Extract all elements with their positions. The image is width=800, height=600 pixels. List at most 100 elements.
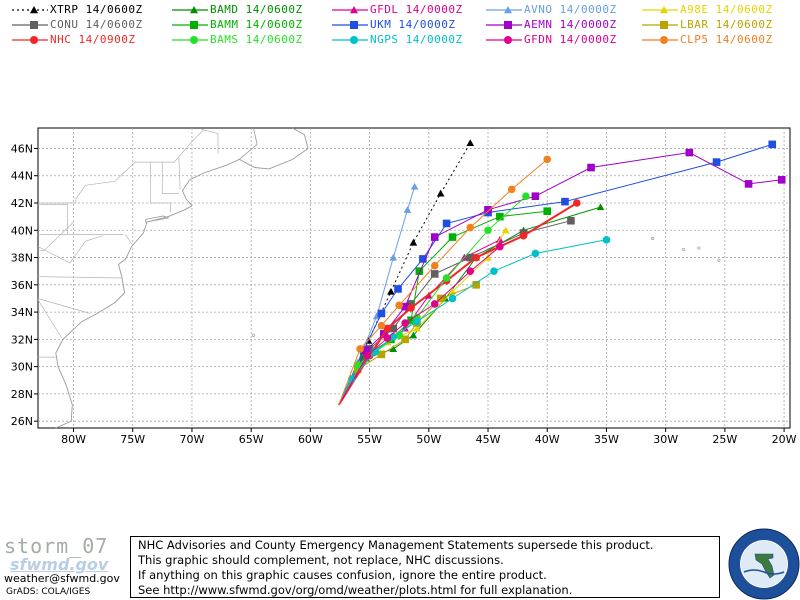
- track-point: [573, 199, 581, 207]
- track-point: [448, 233, 457, 241]
- track-point: [466, 267, 475, 275]
- track-point: [448, 294, 457, 303]
- track-point: [504, 21, 512, 29]
- track-line: [338, 220, 572, 406]
- track-point: [504, 36, 512, 44]
- disclaimer-box: NHC Advisories and County Emergency Mana…: [130, 536, 720, 598]
- y-tick-label: 32N: [11, 333, 33, 346]
- legend-swatch: [12, 21, 48, 29]
- contact-email: weather@sfwmd.gov: [4, 572, 120, 585]
- legend-label: CONU 14/0600Z: [50, 18, 143, 31]
- track-point: [190, 36, 198, 44]
- state-border: [161, 162, 179, 194]
- track-point: [531, 249, 540, 258]
- track-point: [496, 212, 504, 221]
- track-point: [442, 274, 451, 282]
- state-border: [178, 157, 181, 190]
- x-tick-label: 55W: [357, 433, 382, 446]
- track-point: [466, 139, 475, 147]
- y-tick-label: 38N: [11, 252, 33, 265]
- island: [651, 236, 655, 241]
- track-point: [407, 316, 415, 325]
- island: [681, 247, 685, 251]
- track-point: [596, 203, 605, 211]
- track-point: [395, 331, 403, 340]
- y-tick-label: 40N: [11, 224, 33, 237]
- legend-label: UKM 14/0000Z: [370, 18, 456, 31]
- track-point: [519, 231, 528, 240]
- track-point: [484, 206, 492, 214]
- island: [697, 246, 701, 250]
- x-tick-label: 35W: [594, 433, 619, 446]
- x-tick-label: 50W: [416, 433, 441, 446]
- track-point: [484, 226, 492, 235]
- track-point: [501, 226, 510, 234]
- track-point: [353, 361, 362, 370]
- track-point: [567, 216, 575, 225]
- track-point: [30, 6, 38, 14]
- legend-swatch: [642, 6, 678, 14]
- track-point: [561, 197, 569, 206]
- sfwmd-logo: sfwmd.gov: [10, 555, 109, 574]
- disclaimer-line: This graphic should complement, not repl…: [138, 553, 504, 567]
- track-point: [430, 233, 439, 241]
- track-point: [372, 312, 381, 320]
- track-point: [466, 253, 475, 262]
- track-clp5: [338, 155, 552, 405]
- legend-swatch: [642, 36, 678, 44]
- legend-swatch: [12, 36, 48, 44]
- track-point: [712, 158, 721, 166]
- state-border: [38, 204, 68, 235]
- y-tick-label: 26N: [11, 415, 33, 428]
- track-point: [377, 309, 386, 318]
- state-border: [201, 129, 219, 154]
- x-tick-label: 70W: [180, 433, 205, 446]
- legend-swatch: [642, 21, 678, 29]
- legend-label: CLP5 14/0600Z: [680, 33, 773, 46]
- track-point: [377, 321, 386, 330]
- disclaimer-line: NHC Advisories and County Emergency Mana…: [138, 538, 654, 552]
- y-tick-label: 30N: [11, 361, 33, 374]
- track-point: [350, 6, 358, 14]
- legend-label: BAMS 14/0600Z: [210, 33, 303, 46]
- track-point: [383, 334, 392, 342]
- track-point: [430, 270, 439, 278]
- track-point: [744, 180, 753, 188]
- track-point: [543, 207, 552, 215]
- y-tick-label: 36N: [11, 279, 33, 292]
- legend-swatch: [486, 6, 522, 14]
- track-point: [413, 317, 421, 326]
- track-point: [407, 300, 415, 308]
- track-point: [409, 238, 418, 246]
- state-border: [37, 235, 104, 264]
- x-tick-label: 30W: [653, 433, 678, 446]
- coastline: [239, 127, 258, 160]
- state-border: [37, 299, 62, 339]
- legend-swatch: [172, 6, 208, 14]
- track-point: [394, 285, 402, 293]
- track-point: [436, 189, 445, 197]
- track-point: [602, 236, 611, 244]
- legend-label: NHC 14/0900Z: [50, 33, 136, 46]
- track-point: [387, 287, 395, 295]
- track-point: [531, 192, 540, 200]
- legend-swatch: [172, 36, 208, 44]
- track-point: [350, 36, 358, 44]
- track-point: [419, 255, 427, 263]
- legend-swatch: [172, 21, 208, 29]
- legend-swatch: [486, 36, 522, 44]
- island: [717, 258, 721, 262]
- legend-label: AEMN 14/0000Z: [524, 18, 617, 31]
- track-point: [401, 335, 409, 344]
- y-tick-label: 44N: [11, 170, 33, 183]
- x-tick-label: 65W: [239, 433, 264, 446]
- legend-label: A98E 14/0600Z: [680, 3, 773, 16]
- track-point: [190, 21, 198, 29]
- track-point: [190, 6, 198, 14]
- track-point: [363, 351, 372, 360]
- track-point: [472, 281, 480, 289]
- x-tick-label: 45W: [476, 433, 501, 446]
- track-gfdn: [338, 242, 504, 406]
- track-point: [383, 324, 392, 333]
